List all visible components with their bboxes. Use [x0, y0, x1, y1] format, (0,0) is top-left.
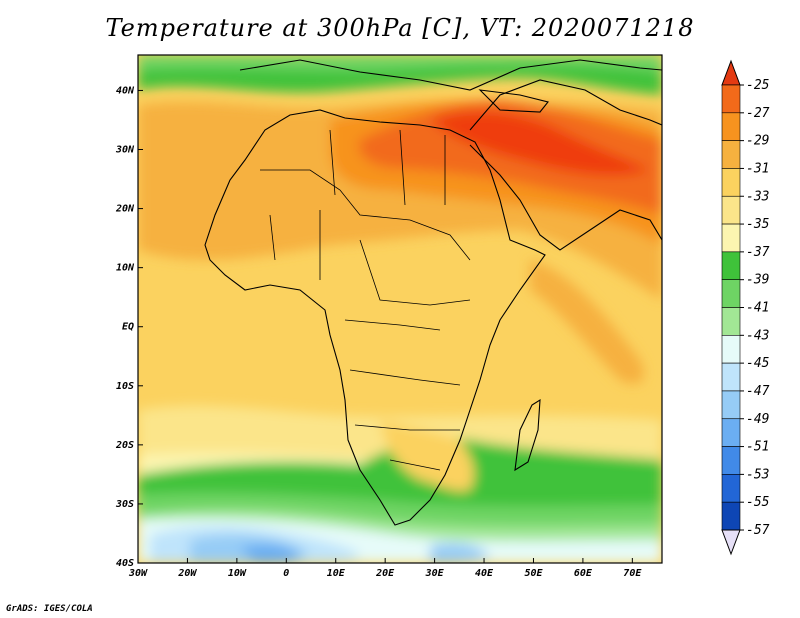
y-tick-label: 30N [115, 145, 135, 156]
colorbar-box [721, 335, 741, 364]
colorbar-box [721, 307, 741, 336]
x-tick-label: 10E [327, 568, 346, 579]
colorbar-label: -37 [746, 245, 770, 260]
colorbar-label: -53 [746, 467, 769, 482]
field-minus-49 [240, 544, 300, 563]
colorbar-box [721, 362, 741, 392]
y-tick-label: 40N [116, 85, 135, 96]
colorbar-box [721, 84, 741, 114]
border-west-africa [269, 210, 471, 306]
colorbar-box [721, 112, 741, 141]
colorbar-box [721, 501, 741, 531]
field-atlantic-minus-29 [138, 108, 263, 190]
black-sea-region-outline [478, 89, 549, 113]
field-southern-africa-minus-33 [380, 420, 475, 492]
y-axis: 40N 30N 20N 10N EQ 10S 20S 30S 40S [115, 85, 143, 569]
colorbar-label: -51 [746, 440, 769, 455]
colorbar-box [721, 251, 741, 280]
coastlines [204, 59, 662, 526]
colorbar-box [721, 168, 741, 197]
colorbar-label: -49 [746, 412, 769, 427]
plot-frame [137, 54, 663, 564]
x-axis: 30W 20W 10W 0 10E 20E 30E 40E 50E 60E 70E [128, 558, 642, 579]
x-tick-label: 20E [375, 568, 395, 579]
colorbar-box [721, 223, 741, 253]
x-tick-label: 30E [425, 568, 445, 579]
field-minus-37-north [138, 55, 662, 72]
colorbar-label: -41 [746, 301, 769, 316]
colorbar-bottom-arrow [721, 529, 741, 556]
colorbar-label: -55 [746, 495, 770, 510]
border-north-africa [329, 129, 446, 206]
colorbar-box [721, 446, 741, 475]
colorbar-label: -27 [746, 106, 770, 121]
x-tick-label: 70E [623, 568, 642, 579]
colorbar: -25 -27 -29 -31 -33 -35 -37 -39 -41 -43 -45 -47 -49 -… [721, 59, 770, 556]
x-tick-label: 50E [524, 568, 543, 579]
colorbar-label: -31 [746, 161, 769, 176]
temperature-field [138, 55, 662, 563]
border-sahel [260, 169, 471, 261]
field-warm-core [430, 111, 650, 176]
y-tick-label: 30S [115, 499, 134, 510]
map-title: Temperature at 300hPa [C], VT: 202007121… [105, 14, 695, 42]
field-minus-25 [359, 100, 662, 215]
colorbar-label: -57 [746, 523, 770, 538]
madagascar-outline [514, 398, 541, 472]
x-tick-label: 60E [574, 568, 593, 579]
x-tick-label: 10W [228, 568, 247, 579]
field-indian-minus-29 [530, 260, 644, 384]
colorbar-box [721, 418, 741, 447]
colorbar-top-arrow [721, 59, 741, 86]
colorbar-label: -29 [746, 134, 769, 149]
colorbar-label: -35 [746, 217, 770, 232]
colorbar-box [721, 140, 741, 169]
x-tick-label: 40E [475, 568, 494, 579]
y-tick-label: 10S [116, 381, 134, 392]
middle-east-outline [469, 79, 662, 251]
y-tick-label: 20S [115, 440, 134, 451]
colorbar-label: -47 [746, 384, 770, 399]
colorbar-label: -43 [746, 328, 769, 343]
colorbar-label: -39 [746, 273, 769, 288]
field-minus-47-east [430, 543, 490, 563]
colorbar-box [721, 390, 741, 420]
y-tick-label: 20N [115, 204, 135, 215]
colorbar-label: -25 [746, 78, 770, 93]
colorbar-label: -33 [746, 189, 769, 204]
colorbar-box [721, 279, 741, 308]
colorbar-box [721, 195, 741, 225]
y-tick-label: EQ [122, 322, 134, 333]
colorbar-box [721, 474, 741, 503]
y-tick-label: 10N [116, 263, 135, 274]
grads-credit: GrADS: IGES/COLA [6, 604, 93, 614]
africa-outline [204, 109, 546, 526]
border-central-africa [344, 319, 461, 471]
x-tick-label: 30W [128, 568, 148, 579]
x-tick-label: 0 [283, 568, 289, 579]
europe-outline [239, 59, 662, 91]
colorbar-label: -45 [746, 356, 770, 371]
country-borders [260, 129, 471, 471]
y-tick-label: 40S [116, 558, 134, 569]
x-tick-label: 20W [177, 568, 197, 579]
